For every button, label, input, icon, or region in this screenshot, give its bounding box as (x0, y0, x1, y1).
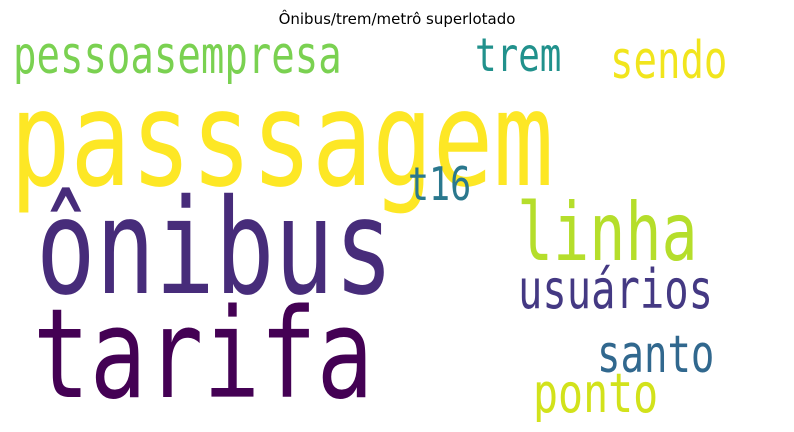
word-tarifa: tarifa (33, 283, 374, 422)
word-santo: santo (597, 325, 715, 385)
word-ponto: ponto (533, 362, 659, 422)
word-onibus: ônibus (36, 171, 394, 325)
word-t16: t16 (408, 157, 472, 211)
word-sendo: sendo (610, 31, 728, 91)
word-usuarios: usuários (518, 258, 714, 321)
word-cloud: passsagem pessoasempresa trem sendo t16 … (10, 30, 786, 422)
word-trem: trem (475, 30, 562, 82)
chart-title: Ônibus/trem/metrô superlotado (278, 10, 516, 28)
word-linha: linha (517, 186, 698, 279)
word-pessoasempresa: pessoasempresa (13, 30, 342, 86)
word-passsagem: passsagem (10, 63, 554, 217)
